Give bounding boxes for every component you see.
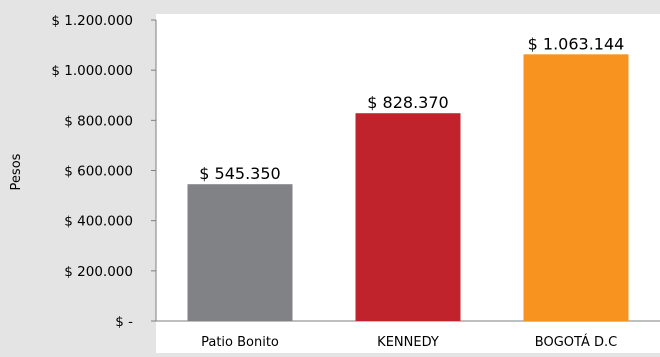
y-tick-label: $ 400.000 [64,214,133,230]
bar [355,113,461,321]
x-tick-label: BOGOTÁ D.C [535,334,617,350]
x-tick-label: Patio Bonito [201,335,279,350]
y-tick-label: $ 800.000 [64,113,133,129]
bar [523,54,629,322]
bar-value-label: $ 1.063.144 [528,34,625,53]
bar-value-label: $ 828.370 [367,93,448,112]
y-tick-label: $ 1.200.000 [51,13,133,29]
y-tick-label: $ 1.000.000 [51,63,133,79]
x-tick-label: KENNEDY [377,335,439,350]
y-axis-label: Pesos [9,153,24,190]
x-axis-labels: Patio Bonito KENNEDY BOGOTÁ D.C [201,334,617,350]
bar-series: $ 545.350 $ 828.370 $ 1.063.144 [187,34,629,322]
bar [187,184,293,321]
y-tick-label: $ 200.000 [64,264,133,280]
y-tick-label: $ - [115,314,133,330]
bar-value-label: $ 545.350 [199,164,280,183]
y-tick-label: $ 600.000 [64,164,133,180]
y-axis-ticks: $ - $ 200.000 $ 400.000 $ 600.000 $ 800.000 $… [51,13,156,330]
